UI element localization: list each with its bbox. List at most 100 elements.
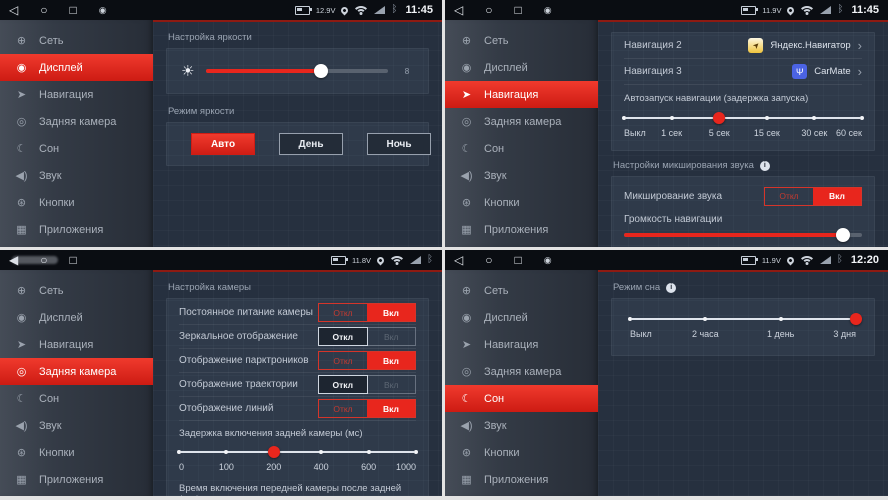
back-button[interactable]: ◁ — [454, 253, 464, 267]
slider-stop-label[interactable]: 0 — [179, 462, 185, 472]
sidebar-item-apps[interactable]: ▦ Приложения — [445, 466, 598, 493]
sidebar-item-rear-camera[interactable]: ◎ Задняя камера — [0, 358, 153, 385]
sidebar-item-buttons[interactable]: ⊛ Кнопки — [0, 439, 153, 466]
camera-setting-toggle[interactable]: Откл Вкл — [318, 399, 416, 418]
mode-night-button[interactable]: Ночь — [367, 133, 431, 155]
slider-stop[interactable] — [224, 450, 229, 454]
sidebar-item-display[interactable]: ◉ Дисплей — [445, 304, 598, 331]
screenshot-icon[interactable]: ◉ — [98, 5, 107, 15]
sidebar-item-navigation[interactable]: ➤ Навигация — [445, 81, 598, 108]
sidebar-item-apps[interactable]: ▦ Приложения — [0, 466, 153, 493]
slider-stop[interactable] — [177, 450, 181, 454]
sidebar-item-display[interactable]: ◉ Дисплей — [445, 54, 598, 81]
toggle-off-label[interactable]: Откл — [318, 375, 368, 394]
slider-stop-label[interactable]: 600 — [361, 462, 377, 472]
sidebar-item-rear-camera[interactable]: ◎ Задняя камера — [445, 358, 598, 385]
toggle-on-label[interactable]: Вкл — [384, 331, 399, 342]
back-button[interactable]: ◁ — [454, 3, 464, 17]
slider-stop[interactable] — [414, 450, 418, 454]
sidebar-item-network[interactable]: ⊕ Сеть — [445, 277, 598, 304]
toggle-off-label[interactable]: Откл — [333, 355, 353, 366]
sidebar-item-navigation[interactable]: ➤ Навигация — [0, 81, 153, 108]
sleep-mode-slider[interactable]: Выкл 2 часа 1 день 3 дня — [628, 311, 862, 343]
sidebar-item-network[interactable]: ⊕ Сеть — [0, 27, 153, 54]
slider-stop-label[interactable]: 200 — [266, 462, 282, 472]
slider-stop-label[interactable]: Выкл — [624, 128, 646, 138]
sidebar-item-sleep[interactable]: ☾ Сон — [445, 385, 598, 412]
slider-stop[interactable] — [764, 116, 769, 120]
slider-stop-label[interactable]: 15 сек — [753, 128, 780, 138]
screenshot-icon[interactable]: ◉ — [543, 5, 552, 15]
toggle-on-label[interactable]: Вкл — [367, 352, 415, 369]
recents-button[interactable]: □ — [514, 3, 522, 17]
mode-day-button[interactable]: День — [279, 133, 343, 155]
recents-button[interactable]: □ — [69, 253, 77, 267]
home-button[interactable]: ○ — [485, 3, 493, 17]
sidebar-item-network[interactable]: ⊕ Сеть — [0, 277, 153, 304]
slider-stop[interactable] — [812, 116, 817, 120]
info-icon[interactable]: i — [759, 160, 770, 171]
mix-toggle[interactable]: Откл Вкл — [764, 186, 862, 206]
slider-knob[interactable] — [850, 313, 862, 325]
recents-button[interactable]: □ — [69, 3, 77, 17]
sidebar-item-sleep[interactable]: ☾ Сон — [445, 135, 598, 162]
slider-stop[interactable] — [860, 116, 864, 120]
slider-knob[interactable] — [313, 64, 328, 78]
slider-stop-label[interactable]: 60 сек — [836, 128, 862, 138]
slider-stop-label[interactable]: Выкл — [630, 329, 652, 339]
sidebar-item-buttons[interactable]: ⊛ Кнопки — [445, 439, 598, 466]
sidebar-item-apps[interactable]: ▦ Приложения — [445, 216, 598, 243]
sidebar-item-apps[interactable]: ▦ Приложения — [0, 216, 153, 243]
toggle-off-label[interactable]: Откл — [318, 327, 368, 346]
sidebar-item-navigation[interactable]: ➤ Навигация — [445, 331, 598, 358]
slider-stop-label[interactable]: 1000 — [395, 462, 416, 472]
slider-stop-label[interactable]: 3 дня — [833, 329, 856, 339]
back-button[interactable]: ◀ — [9, 253, 19, 267]
sidebar-item-sound[interactable]: ◀) Звук — [0, 162, 153, 189]
rear-delay-slider[interactable]: 0 100 200 400 600 1000 — [177, 444, 418, 476]
autostart-delay-slider[interactable]: Выкл 1 сек 5 сек 15 сек 30 сек 60 сек — [622, 110, 864, 142]
info-icon[interactable]: i — [666, 282, 677, 293]
slider-stop-label[interactable]: 2 часа — [691, 329, 719, 339]
sidebar-item-display[interactable]: ◉ Дисплей — [0, 54, 153, 81]
sidebar-item-sound[interactable]: ◀) Звук — [445, 412, 598, 439]
slider-stop-label[interactable]: 1 день — [766, 329, 795, 339]
camera-setting-toggle[interactable]: Откл Вкл — [318, 351, 416, 370]
toggle-on-label[interactable]: Вкл — [367, 400, 415, 417]
slider-stop[interactable] — [628, 317, 632, 321]
back-button[interactable]: ◁ — [9, 3, 19, 17]
slider-stop[interactable] — [778, 317, 783, 321]
slider-stop[interactable] — [669, 116, 674, 120]
home-button[interactable]: ○ — [40, 253, 48, 267]
sidebar-item-rear-camera[interactable]: ◎ Задняя камера — [0, 108, 153, 135]
slider-stop-label[interactable]: 30 сек — [801, 128, 828, 138]
home-button[interactable]: ○ — [485, 253, 493, 267]
recents-button[interactable]: □ — [514, 253, 522, 267]
toggle-off-label[interactable]: Откл — [779, 191, 799, 201]
slider-stop[interactable] — [319, 450, 324, 454]
sidebar-item-buttons[interactable]: ⊛ Кнопки — [445, 189, 598, 216]
sidebar-item-network[interactable]: ⊕ Сеть — [445, 27, 598, 54]
screenshot-icon[interactable]: ◉ — [543, 255, 552, 265]
sidebar-item-display[interactable]: ◉ Дисплей — [0, 304, 153, 331]
slider-stop[interactable] — [366, 450, 371, 454]
home-button[interactable]: ○ — [40, 3, 48, 17]
slider-stop[interactable] — [703, 317, 708, 321]
sidebar-item-sleep[interactable]: ☾ Сон — [0, 135, 153, 162]
camera-setting-toggle[interactable]: Откл Вкл — [318, 375, 416, 394]
navigation-3-row[interactable]: Навигация 3 Ψ CarMate › — [624, 59, 862, 85]
mode-auto-button[interactable]: Авто — [191, 133, 255, 155]
sidebar-item-rear-camera[interactable]: ◎ Задняя камера — [445, 108, 598, 135]
sidebar-item-navigation[interactable]: ➤ Навигация — [0, 331, 153, 358]
slider-knob[interactable] — [713, 112, 726, 124]
slider-stop-label[interactable]: 100 — [218, 462, 234, 472]
sidebar-item-sleep[interactable]: ☾ Сон — [0, 385, 153, 412]
toggle-on-label[interactable]: Вкл — [384, 379, 399, 390]
nav-volume-slider[interactable] — [624, 228, 862, 242]
slider-stop[interactable] — [622, 116, 626, 120]
slider-knob[interactable] — [835, 228, 850, 242]
toggle-on-label[interactable]: Вкл — [813, 187, 861, 205]
slider-stop-label[interactable]: 1 сек — [661, 128, 683, 138]
navigation-2-row[interactable]: Навигация 2 ➤ Яндекс.Навигатор › — [624, 33, 862, 59]
toggle-off-label[interactable]: Откл — [333, 307, 353, 318]
